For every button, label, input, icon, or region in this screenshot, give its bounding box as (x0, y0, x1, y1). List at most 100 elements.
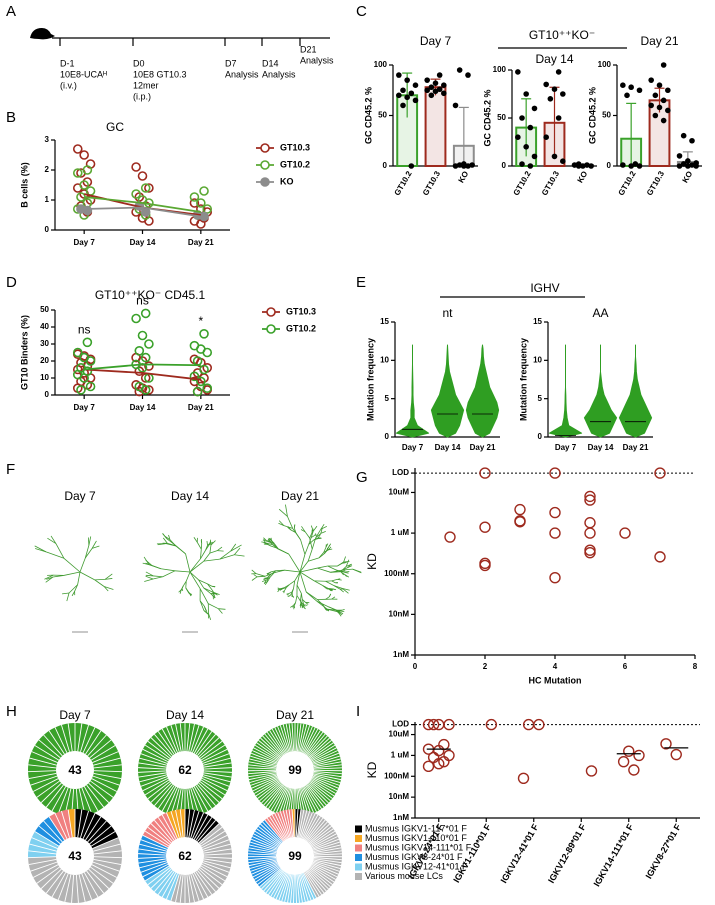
slice-divider (203, 770, 232, 773)
slice-divider (275, 873, 288, 900)
y-tick-label: 100 (493, 65, 507, 74)
slice-divider (200, 779, 226, 796)
subplot-title: Day 21 (640, 34, 678, 48)
tree-branch (328, 606, 336, 611)
data-point (670, 748, 682, 761)
y-tick-label: 100nM (384, 771, 409, 780)
tree-branch (322, 585, 328, 590)
slice-divider (300, 725, 311, 753)
slice-divider (28, 770, 57, 773)
event-text: Analysis (262, 69, 296, 79)
donut-center: 99 (288, 849, 302, 863)
tree-branch (268, 571, 272, 574)
slice-divider (302, 813, 316, 840)
legend-marker (266, 307, 276, 317)
legend-label: Musmus IGKV12-41*01 F (365, 861, 468, 871)
slice-divider (301, 787, 312, 815)
tree-branch (303, 604, 308, 606)
slice-divider (250, 838, 278, 850)
tree-branch (62, 592, 70, 595)
slice-divider (306, 819, 326, 842)
tree-branch (293, 580, 296, 589)
donut-segment (68, 809, 75, 838)
slice-divider (248, 761, 277, 768)
tree-branch (94, 579, 105, 587)
tree-branch (352, 568, 362, 573)
slice-divider (48, 730, 65, 755)
tree-branch (264, 543, 268, 545)
data-point (628, 163, 634, 169)
data-point (436, 72, 443, 78)
tree-branch (45, 551, 65, 559)
slice-divider (307, 783, 327, 806)
slice-divider (257, 867, 281, 885)
tree-branch (284, 587, 287, 592)
y-tick-label: 30 (40, 339, 49, 348)
y-axis-label: GT10 Binders (%) (19, 315, 29, 390)
slice-divider (30, 775, 58, 786)
chart-title: GT10⁺⁺KO⁻ CD45.1 (95, 288, 206, 302)
slice-divider (142, 748, 169, 763)
tree-branch (203, 587, 213, 593)
slice-divider (139, 860, 167, 869)
tree-branch (203, 606, 208, 612)
data-point (636, 163, 643, 169)
slice-divider (40, 868, 62, 889)
tree-branch (307, 548, 313, 562)
tree-branch (299, 567, 318, 573)
slice-divider (313, 857, 342, 861)
data-point (196, 198, 206, 208)
y-tick-label: 1nM (393, 650, 409, 659)
tree-branch (178, 589, 182, 593)
data-point (617, 755, 630, 768)
tree-branch (267, 577, 271, 582)
x-tick-label: Day 14 (435, 443, 461, 452)
data-point (689, 137, 695, 144)
tree-branch (145, 571, 154, 577)
donut-center: 99 (288, 763, 302, 777)
tree-branch (286, 593, 289, 595)
data-point (432, 80, 439, 86)
tree-branch (323, 546, 327, 553)
legend-marker (260, 177, 270, 187)
tree-branch (209, 550, 218, 554)
slice-divider (254, 865, 279, 880)
slice-divider (144, 744, 170, 761)
slice-divider (88, 782, 110, 803)
slice-divider (296, 874, 300, 903)
slice-divider (258, 740, 281, 759)
data-point (85, 356, 96, 366)
slice-divider (93, 859, 122, 865)
tree-branch (288, 591, 293, 595)
tree-branch (327, 543, 332, 549)
slice-divider (190, 725, 200, 753)
tree-branch (84, 548, 93, 559)
donut-center: 62 (178, 763, 192, 777)
slice-divider (198, 823, 220, 844)
data-point (549, 527, 561, 539)
tree-branch (68, 584, 78, 594)
slice-divider (203, 858, 232, 864)
slice-divider (203, 853, 232, 856)
data-point (527, 124, 534, 131)
slice-divider (290, 874, 294, 903)
slice-divider (203, 856, 232, 859)
data-point (408, 163, 415, 169)
slice-divider (161, 786, 177, 812)
data-point (632, 161, 639, 167)
slice-divider (192, 726, 204, 753)
slice-divider (301, 726, 313, 753)
slice-divider (38, 739, 61, 759)
slice-divider (305, 731, 324, 755)
slice-divider (202, 753, 230, 764)
slice-divider (306, 733, 326, 756)
tree-branch (302, 605, 306, 609)
subplot-title: nt (442, 306, 453, 320)
tree-branch (289, 580, 295, 586)
x-tick-label: 4 (553, 662, 558, 671)
slice-divider (254, 830, 280, 847)
bar (424, 86, 447, 167)
tree-branch (153, 576, 163, 580)
slice-divider (192, 812, 204, 839)
tree-branch (269, 541, 273, 546)
